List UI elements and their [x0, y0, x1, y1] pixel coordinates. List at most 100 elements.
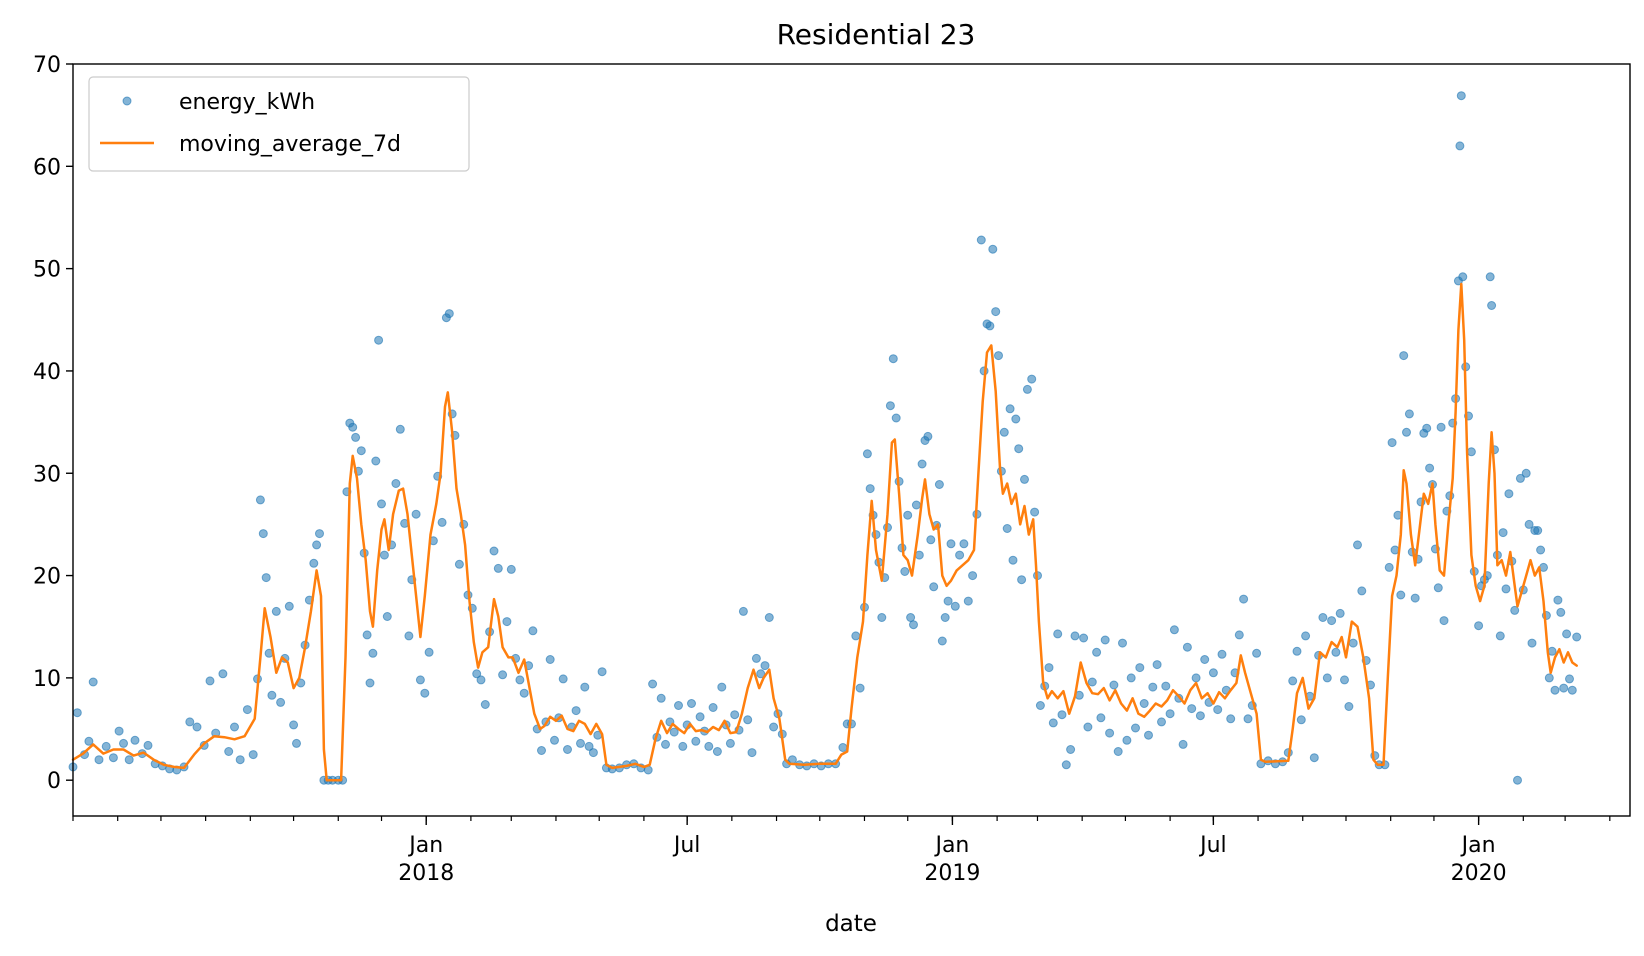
energy-kwh-point: [929, 582, 939, 592]
energy-kwh-point: [1182, 642, 1192, 652]
energy-kwh-point: [1340, 675, 1349, 685]
energy-kwh-point: [1148, 682, 1158, 692]
legend-marker-energy-kwh: [122, 96, 132, 106]
energy-kwh-point: [1070, 631, 1080, 641]
energy-kwh-point: [1100, 635, 1110, 645]
energy-kwh-point: [550, 735, 559, 745]
y-tick-label: 60: [33, 155, 61, 180]
energy-kwh-point: [937, 636, 947, 646]
x-tick-label-year: 2019: [924, 861, 980, 886]
energy-kwh-point: [885, 401, 895, 411]
energy-kwh-point: [704, 741, 714, 751]
x-tick-label-month: Jan: [933, 833, 969, 858]
energy-kwh-point: [205, 676, 215, 686]
energy-kwh-point: [1455, 141, 1465, 151]
energy-kwh-point: [1466, 447, 1476, 457]
energy-kwh-point: [292, 738, 301, 748]
energy-kwh-point: [563, 745, 572, 754]
energy-kwh-point: [1083, 722, 1093, 732]
energy-kwh-point: [365, 678, 375, 688]
energy-kwh-point: [1011, 414, 1021, 424]
energy-kwh-point: [391, 479, 401, 488]
energy-kwh-point: [255, 495, 265, 505]
energy-kwh-point: [1178, 739, 1188, 749]
energy-kwh-point: [506, 564, 516, 574]
energy-kwh-point: [1165, 709, 1175, 719]
energy-kwh-point: [515, 675, 525, 685]
energy-kwh-point: [674, 701, 683, 710]
energy-kwh-point: [1474, 621, 1484, 631]
energy-kwh-point: [1402, 427, 1411, 437]
energy-kwh-point: [315, 529, 324, 539]
energy-kwh-point: [130, 735, 140, 745]
energy-kwh-point: [489, 546, 499, 556]
energy-kwh-point: [950, 601, 960, 611]
energy-kwh-point: [420, 688, 430, 698]
energy-kwh-point: [1292, 646, 1302, 656]
energy-kwh-point: [1565, 674, 1574, 684]
energy-kwh-point: [84, 736, 94, 746]
moving-average-series: [71, 282, 1578, 782]
energy-kwh-point: [1387, 438, 1397, 448]
energy-kwh-point: [1079, 633, 1089, 643]
energy-kwh-point: [934, 480, 944, 489]
energy-kwh-point: [114, 726, 124, 736]
energy-kwh-point: [1030, 507, 1040, 517]
energy-kwh-point: [498, 670, 508, 680]
x-tick-label-month: Jul: [1198, 833, 1227, 858]
energy-kwh-point: [991, 307, 1001, 317]
y-tick-label: 50: [33, 258, 61, 283]
y-tick-label: 40: [33, 360, 61, 385]
energy-kwh-point: [309, 558, 319, 568]
energy-kwh-point: [1144, 730, 1153, 740]
energy-kwh-point: [968, 571, 978, 581]
energy-kwh-point: [1357, 586, 1367, 596]
energy-kwh-point: [725, 738, 735, 748]
energy-kwh-point: [1331, 647, 1341, 657]
energy-kwh-point: [519, 688, 529, 698]
energy-kwh-point: [404, 631, 414, 641]
plot-area: [68, 91, 1582, 785]
energy-kwh-point: [1399, 351, 1409, 361]
energy-kwh-point: [1344, 702, 1354, 711]
energy-kwh-point: [424, 647, 434, 657]
energy-kwh-point: [855, 683, 865, 693]
energy-kwh-point: [1536, 545, 1546, 555]
energy-kwh-point: [597, 667, 607, 677]
energy-kwh-point: [712, 747, 722, 756]
energy-kwh-point: [1487, 301, 1497, 310]
energy-kwh-point: [1348, 638, 1358, 648]
energy-kwh-point: [1439, 616, 1449, 626]
energy-kwh-point: [395, 424, 405, 434]
energy-kwh-point: [1335, 608, 1345, 618]
energy-kwh-point: [1226, 714, 1236, 724]
x-tick-label-month: Jan: [1460, 833, 1496, 858]
energy-kwh-point: [1288, 676, 1298, 686]
energy-kwh-point: [224, 747, 234, 756]
energy-kwh-point: [108, 753, 118, 763]
energy-kwh-point: [946, 539, 956, 549]
y-tick-label: 70: [33, 53, 61, 78]
energy-kwh-point: [1456, 91, 1466, 101]
energy-kwh-point: [235, 755, 245, 765]
energy-kwh-point: [695, 712, 705, 722]
energy-kwh-point: [1501, 584, 1511, 594]
energy-kwh-point: [276, 697, 286, 707]
energy-kwh-point: [119, 738, 128, 748]
energy-kwh-point: [143, 740, 153, 750]
energy-kwh-point: [940, 613, 950, 622]
energy-kwh-point: [411, 509, 421, 519]
energy-kwh-point: [1433, 583, 1443, 593]
energy-kwh-point: [738, 606, 748, 616]
energy-kwh-point: [756, 669, 766, 679]
energy-kwh-point: [1322, 673, 1332, 683]
energy-kwh-point: [1422, 423, 1432, 433]
energy-kwh-point: [558, 674, 568, 684]
energy-kwh-point: [1436, 422, 1446, 432]
energy-kwh-point: [368, 648, 378, 658]
energy-kwh-point: [1057, 710, 1067, 720]
energy-kwh-point: [891, 413, 901, 423]
energy-kwh-point: [1559, 683, 1569, 693]
energy-kwh-point: [1053, 629, 1063, 639]
energy-kwh-point: [1217, 649, 1227, 659]
